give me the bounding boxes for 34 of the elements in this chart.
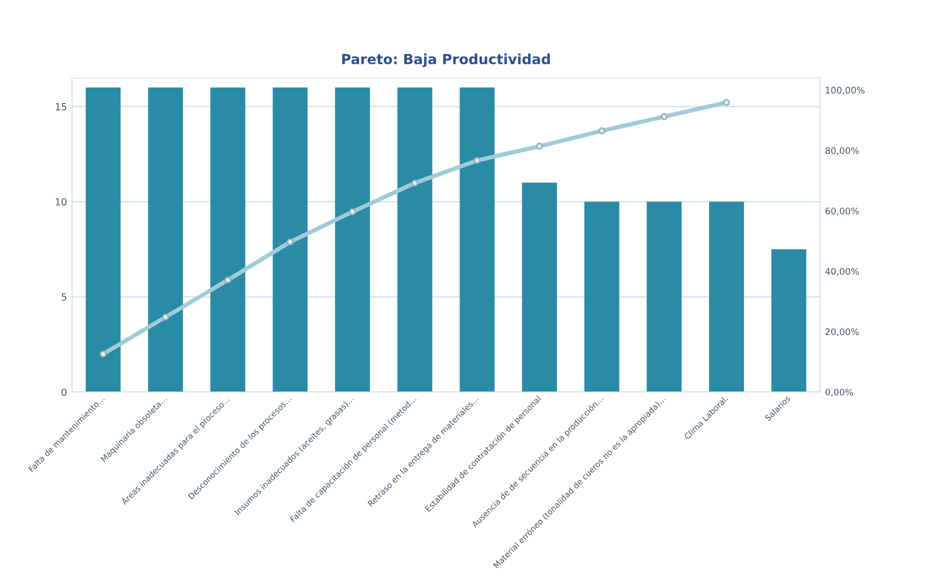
point (536, 142, 543, 150)
point (411, 180, 418, 187)
bar (86, 88, 121, 392)
point (349, 208, 356, 216)
bar (148, 88, 183, 392)
point (474, 156, 481, 164)
bar (709, 202, 744, 392)
bar (272, 88, 308, 392)
bar (522, 182, 557, 392)
y2-tick-label: 40,00% (825, 268, 859, 276)
y2-tick-label: 60,00% (825, 208, 859, 216)
bar (646, 202, 682, 392)
bar (771, 249, 806, 392)
point (286, 238, 294, 246)
point (162, 314, 169, 321)
bar (210, 88, 246, 392)
y-tick-label: 10 (56, 198, 66, 206)
y2-tick-label: 80,00% (825, 147, 859, 155)
point (224, 276, 232, 284)
y-tick-label: 15 (56, 103, 66, 110)
point (598, 127, 606, 134)
y2-tick-label: 20,00% (826, 328, 859, 336)
bar (584, 202, 620, 392)
bar (397, 88, 432, 392)
y-tick-label: 5 (62, 293, 66, 301)
point (723, 98, 730, 106)
y2-tick-label: 100,00% (826, 86, 865, 95)
y-tick-label: 0 (62, 388, 66, 396)
bar (335, 88, 370, 392)
point (100, 350, 107, 358)
bar (460, 88, 495, 392)
point (660, 113, 668, 120)
y2-tick-label: 0,00% (825, 388, 854, 396)
chart-title: Pareto: Baja Productividad (342, 54, 550, 68)
